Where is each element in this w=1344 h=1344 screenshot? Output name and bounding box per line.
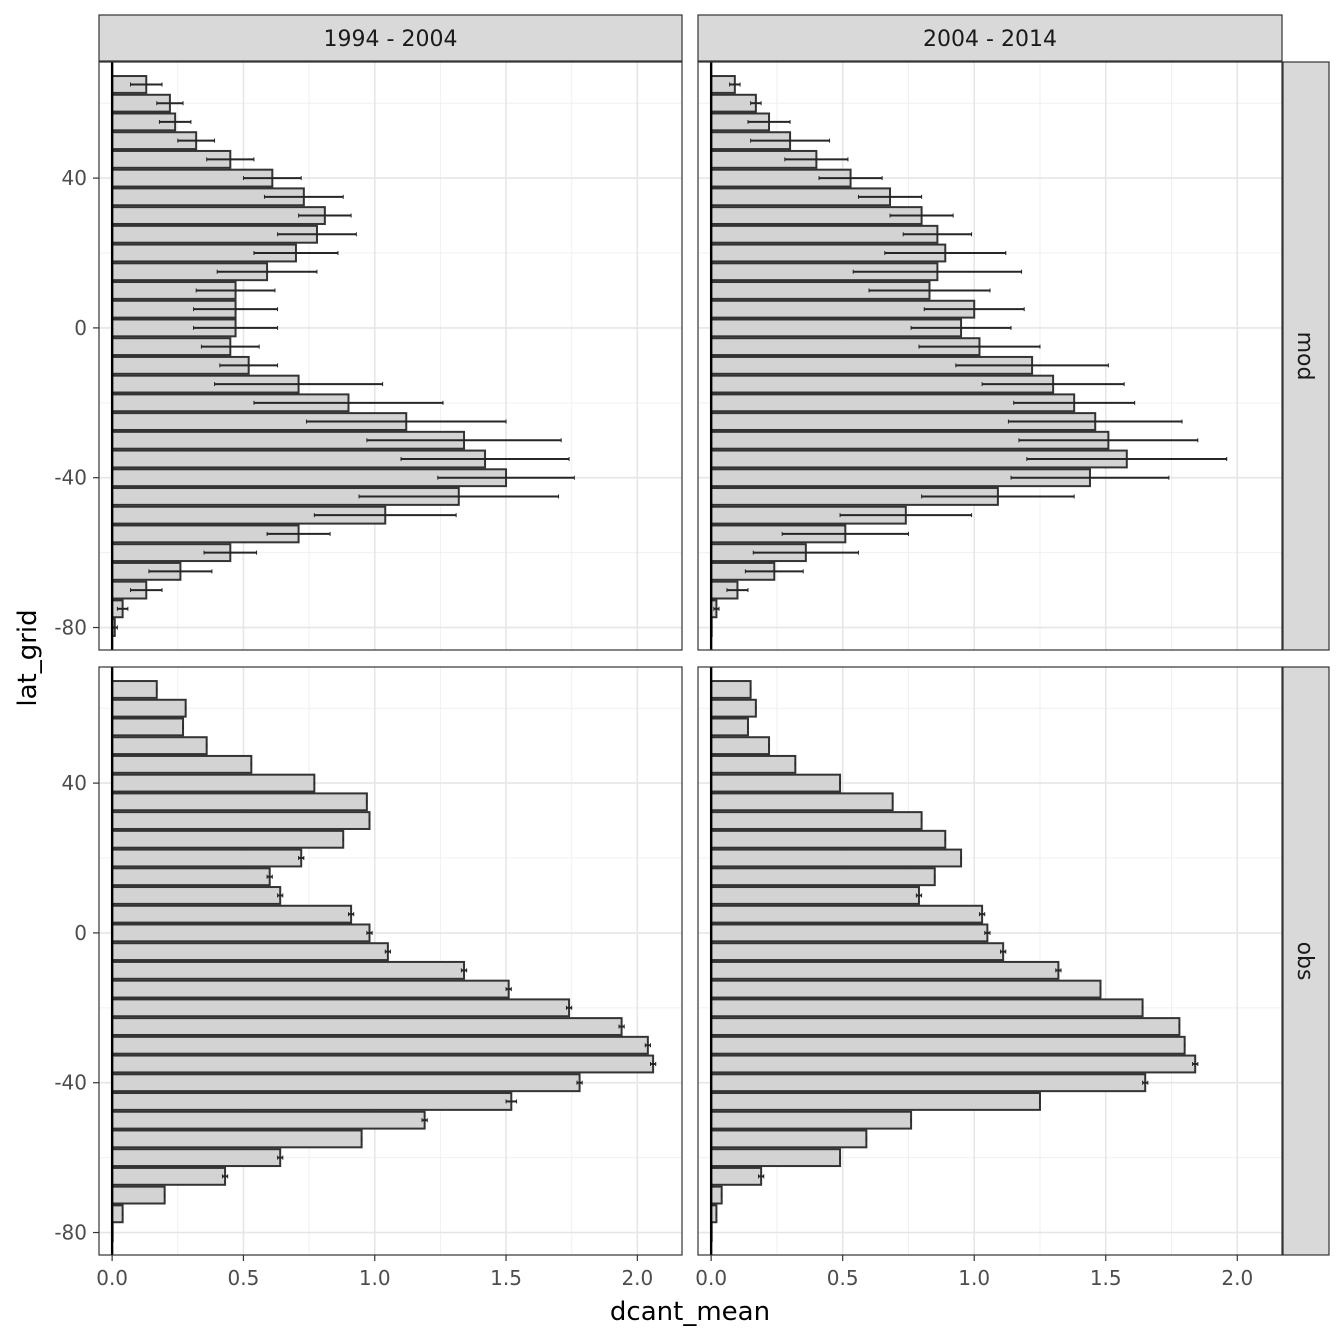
bar: [710, 923, 989, 943]
y-tick-label: 40: [62, 771, 87, 795]
bar: [111, 206, 326, 225]
column-strip: [98, 14, 683, 62]
x-tick-label: 2.0: [621, 1266, 653, 1290]
bar: [111, 960, 466, 980]
bar: [710, 1185, 723, 1205]
y-tick-label: 0: [74, 316, 87, 340]
bar: [710, 1035, 1186, 1055]
bar: [710, 1129, 868, 1149]
bar: [111, 680, 158, 699]
bar: [111, 1185, 166, 1205]
bar: [710, 811, 923, 830]
bar: [710, 848, 963, 868]
bar: [710, 1054, 1197, 1074]
bar: [111, 886, 282, 905]
y-tick-label: -80: [54, 616, 87, 640]
panel: -80 -40 0 40 0.0 0.5 1.0 1.5 2.0: [54, 666, 683, 1290]
y-tick-label: 40: [62, 166, 87, 190]
column-strip-label: 2004 - 2014: [923, 27, 1057, 52]
bar: [710, 698, 757, 718]
bar: [710, 736, 771, 756]
bar: [111, 1017, 623, 1036]
bar: [111, 1054, 655, 1074]
bar: [710, 680, 752, 699]
bar: [111, 998, 571, 1018]
bar: [111, 1204, 124, 1224]
panel: 0.0 0.5 1.0 1.5 2.0: [695, 666, 1283, 1290]
bar: [111, 848, 303, 868]
column-strip: [697, 14, 1283, 62]
bar: [111, 1035, 649, 1055]
bar: [111, 736, 208, 756]
bar: [710, 1073, 1147, 1093]
y-tick-label: 0: [74, 921, 87, 945]
bar: [710, 942, 1005, 962]
bar: [710, 93, 757, 113]
bar: [111, 867, 271, 887]
x-tick-label: 0.5: [228, 1266, 260, 1290]
bar: [710, 886, 920, 905]
bar: [710, 979, 1102, 999]
panel: [697, 61, 1283, 651]
bar: [111, 1166, 227, 1186]
y-axis-title: lat_grid: [13, 609, 43, 706]
bar: [111, 829, 345, 849]
x-tick-label: 1.0: [958, 1266, 990, 1290]
bar: [111, 1092, 513, 1111]
bar: [111, 942, 389, 962]
bar: [710, 904, 984, 924]
bar: [111, 811, 371, 830]
y-tick-label: -40: [54, 1071, 87, 1095]
bar: [111, 1148, 282, 1168]
row-strip-label: obs: [1292, 942, 1317, 981]
bar: [710, 792, 894, 812]
bar: [710, 960, 1060, 980]
x-tick-label: 0.0: [96, 1266, 128, 1290]
bar: [710, 867, 936, 887]
bar: [710, 773, 842, 793]
x-tick-label: 0.0: [695, 1266, 727, 1290]
bar: [111, 773, 316, 793]
bar: [111, 792, 368, 812]
bar: [111, 698, 187, 718]
bar: [111, 979, 510, 999]
bar: [111, 1129, 363, 1149]
panel-border: [697, 61, 1283, 651]
column-strip-label: 1994 - 2004: [324, 27, 458, 52]
bar: [111, 717, 185, 737]
x-tick-label: 2.0: [1221, 1266, 1253, 1290]
x-tick-label: 1.0: [359, 1266, 391, 1290]
bar: [710, 754, 797, 774]
bar: [111, 904, 353, 924]
panel: -80 -40 0 40: [54, 61, 683, 651]
panel-border: [98, 61, 683, 651]
bar: [710, 1092, 1041, 1111]
bar: [111, 1110, 426, 1130]
row-strip: [1282, 666, 1330, 1256]
bar: [111, 754, 253, 774]
bar: [710, 1017, 1181, 1036]
bar: [710, 1110, 913, 1130]
x-tick-label: 1.5: [490, 1266, 522, 1290]
bar: [710, 1166, 763, 1186]
row-strip: [1282, 61, 1330, 651]
bar: [111, 923, 371, 943]
x-tick-label: 1.5: [1090, 1266, 1122, 1290]
y-tick-label: -80: [54, 1221, 87, 1245]
bar: [710, 1148, 842, 1168]
bar: [710, 717, 749, 737]
row-strip-label: mod: [1292, 332, 1317, 381]
x-tick-label: 0.5: [827, 1266, 859, 1290]
panel-border: [98, 666, 683, 1256]
bar: [710, 829, 947, 849]
bar: [111, 1073, 581, 1093]
x-axis-title: dcant_mean: [610, 1297, 770, 1327]
bar: [710, 998, 1144, 1018]
panel-border: [697, 666, 1283, 1256]
y-tick-label: -40: [54, 466, 87, 490]
